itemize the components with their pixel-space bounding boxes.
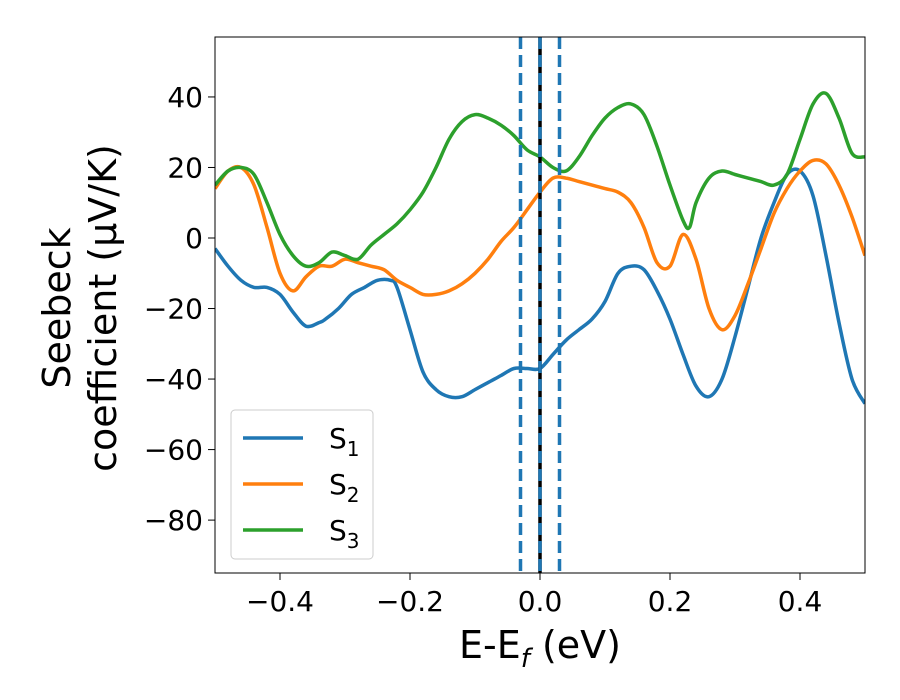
x-axis-label: E-Ef (eV) [459, 623, 621, 674]
x-tick-label: −0.4 [246, 585, 314, 618]
fermi-lines [518, 37, 562, 573]
y-axis-label-group: Seebeck coefficient (μV/K) [35, 144, 125, 472]
x-tick-label: 0.0 [518, 585, 563, 618]
y-tick-label: 0 [185, 222, 203, 255]
legend-label-s3: S3 [329, 514, 360, 553]
x-tick-label: 0.4 [778, 585, 823, 618]
y-tick-label: 40 [167, 81, 203, 114]
series-line-s1 [215, 167, 865, 405]
y-tick-label: −80 [144, 504, 203, 537]
series-line-s3 [215, 91, 865, 269]
y-tick-label: −20 [144, 293, 203, 326]
x-axis-label-unit: (eV) [530, 623, 621, 667]
y-tick-label: −60 [144, 434, 203, 467]
y-axis-label-line1: Seebeck [35, 227, 79, 388]
y-tick-label: 20 [167, 151, 203, 184]
legend: S1 S2 S3 [230, 409, 374, 560]
axis-ticks: −0.4 −0.2 0.0 0.2 0.4 40 20 0 −20 −40 −60 −80 [144, 81, 822, 618]
x-tick-label: −0.2 [376, 585, 444, 618]
legend-label-s2: S2 [329, 468, 360, 507]
y-tick-label: −40 [144, 363, 203, 396]
x-tick-label: 0.2 [648, 585, 693, 618]
x-axis-label-main: E-E [459, 623, 521, 667]
y-axis-label-line2: coefficient (μV/K) [81, 144, 125, 472]
legend-label-s1: S1 [329, 422, 360, 461]
